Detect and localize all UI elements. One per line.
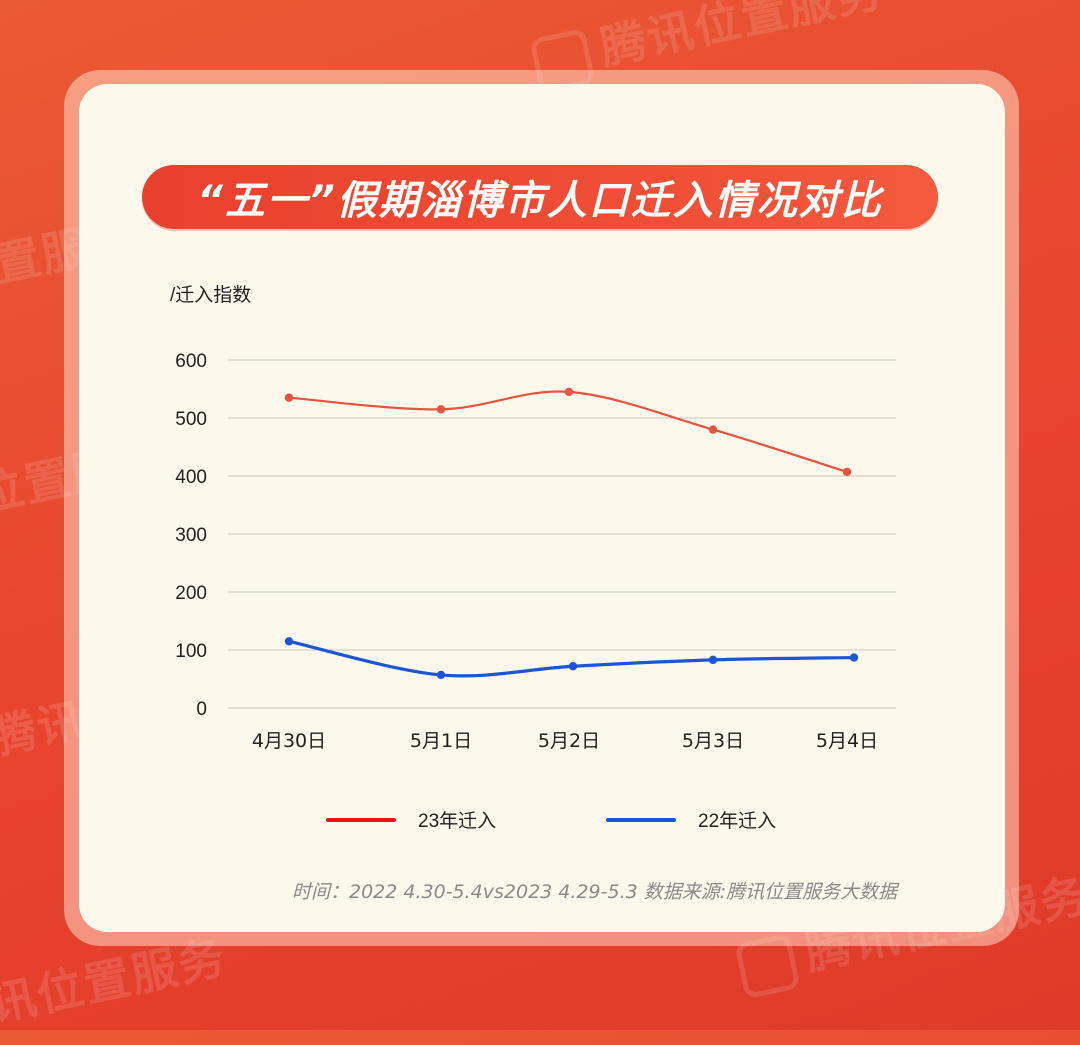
legend-label-2022: 22年迁入 xyxy=(698,811,777,832)
title-banner: “五一”假期淄博市人口迁入情况对比 xyxy=(142,165,938,229)
y-tick-label: 300 xyxy=(175,525,207,546)
y-tick-label: 200 xyxy=(175,583,207,604)
data-point-2022 xyxy=(436,670,446,680)
data-point-2022 xyxy=(708,655,718,665)
legend-label-2023: 23年迁入 xyxy=(418,811,497,832)
x-tick-label: 5月2日 xyxy=(538,730,600,752)
data-point-2022 xyxy=(849,653,859,662)
data-point-2023 xyxy=(842,467,852,477)
legend-swatch-2023 xyxy=(326,817,396,822)
y-tick-label: 100 xyxy=(175,641,207,662)
data-point-2023 xyxy=(284,393,294,402)
series-line-2022 xyxy=(287,639,856,678)
legend-item-2022: 22年迁入 xyxy=(606,806,776,833)
data-point-2023 xyxy=(564,387,574,397)
x-tick-label: 5月1日 xyxy=(410,730,472,752)
series-line-2023 xyxy=(287,390,849,474)
y-tick-label: 600 xyxy=(175,351,207,372)
source-note: 时间：2022 4.30-5.4vs2023 4.29-5.3 数据来源:腾讯位… xyxy=(292,881,898,903)
y-tick-label: 400 xyxy=(175,467,207,488)
data-point-2023 xyxy=(708,425,718,434)
data-point-2023 xyxy=(436,405,446,414)
y-tick-label: 0 xyxy=(196,699,207,720)
chart-title: “五一”假期淄博市人口迁入情况对比 xyxy=(197,178,883,224)
x-tick-label: 5月3日 xyxy=(682,730,744,752)
data-point-2022 xyxy=(568,662,578,671)
x-tick-label: 5月4日 xyxy=(816,730,878,752)
y-axis-unit-label: /迁入指数 xyxy=(170,285,252,306)
legend-swatch-2022 xyxy=(606,817,676,822)
data-point-2022 xyxy=(284,637,294,646)
legend-item-2023: 23年迁入 xyxy=(326,806,496,833)
y-tick-label: 500 xyxy=(175,409,207,430)
x-tick-label: 4月30日 xyxy=(252,730,326,752)
